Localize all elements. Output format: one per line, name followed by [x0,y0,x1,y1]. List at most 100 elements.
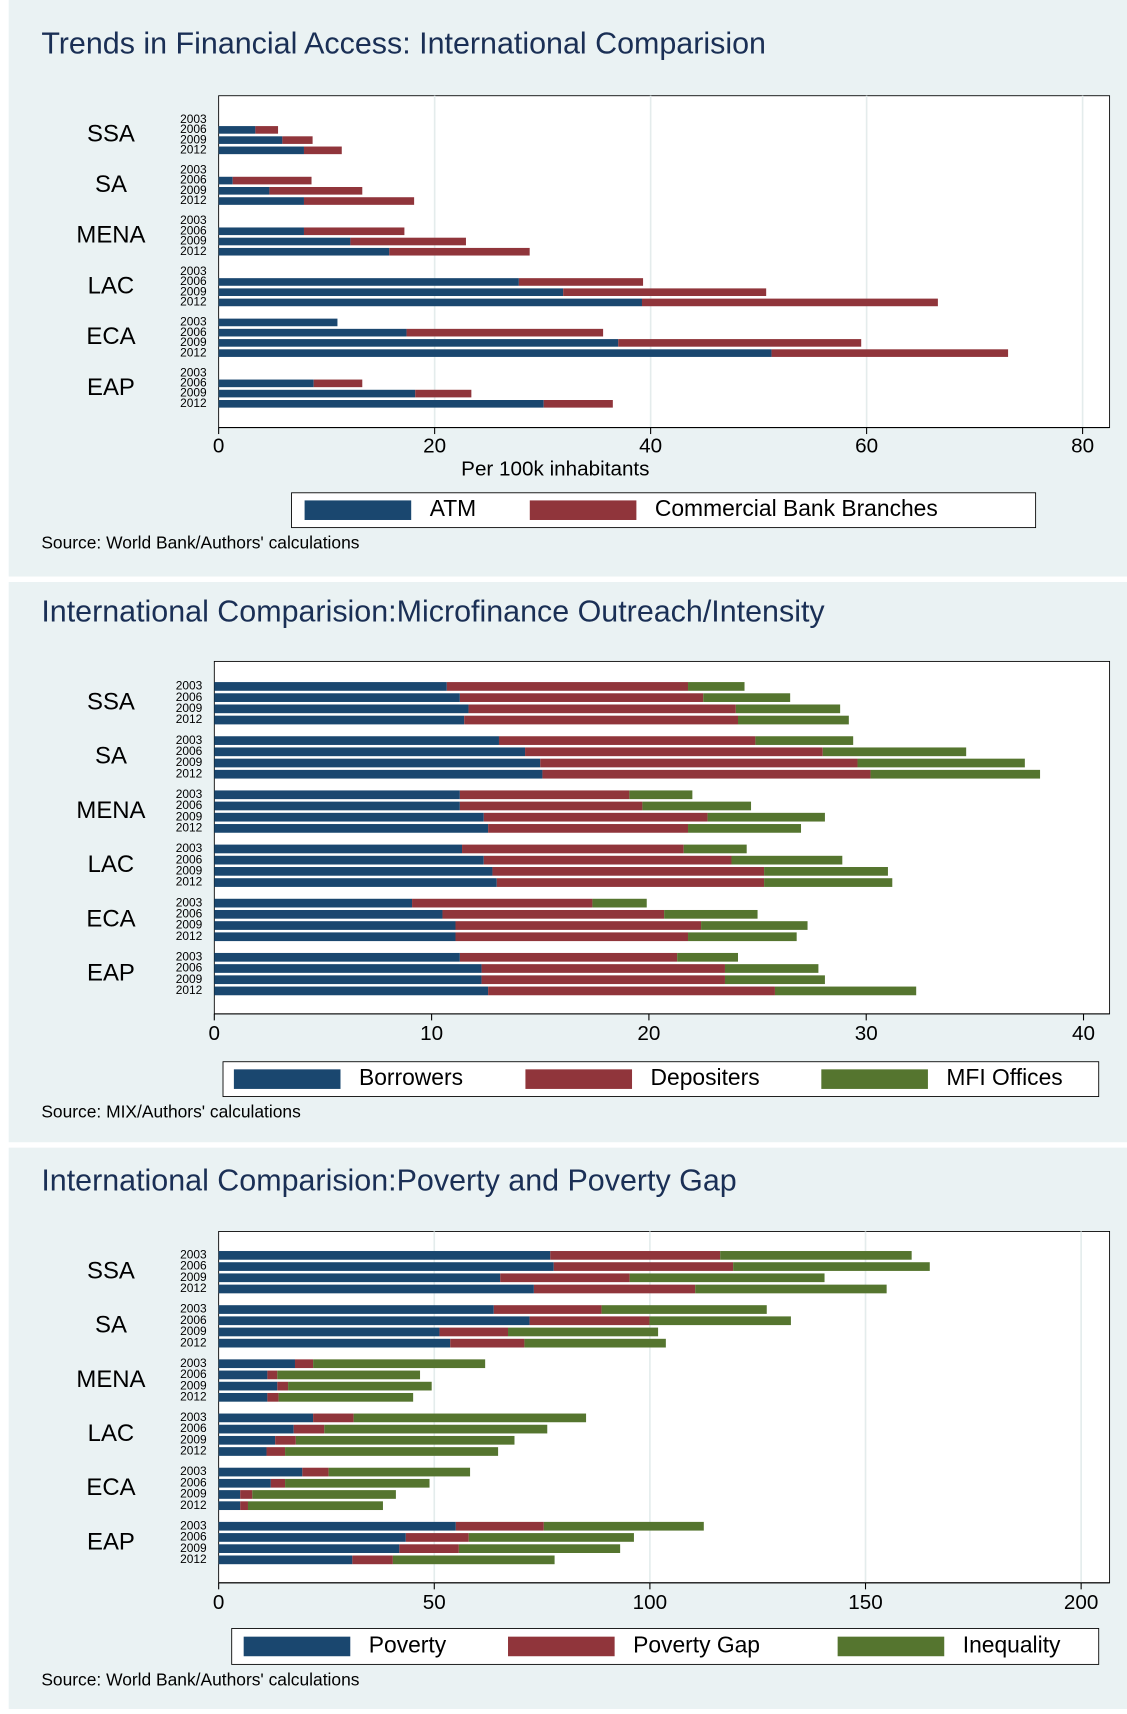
y-tick-label: 2012 [180,295,207,309]
bar-segment [493,1305,602,1314]
bar-segment [218,328,407,337]
legend-label: MFI Offices [946,1064,1062,1090]
bar-segment [267,1370,278,1380]
y-tick-label: 2003 [180,112,207,126]
bar-segment [492,867,765,876]
legend-swatch [821,1069,928,1089]
bar-segment [214,704,469,714]
y-tick-label: 2009 [180,1487,207,1501]
bar-segment [218,1359,295,1369]
bar-segment [695,1284,887,1294]
bar-segment [683,844,747,854]
bar-segment [218,1555,353,1565]
group-label: SSA [87,689,135,716]
bar-segment [214,824,489,833]
bar-segment [214,736,499,745]
chart-panel: Trends in Financial Access: Internationa… [8,0,1127,577]
bar-segment [218,389,416,398]
bar-segment [688,682,745,691]
bar-segment [324,1424,548,1434]
y-tick-label: 2006 [176,906,203,920]
x-tick-label: 100 [633,1591,667,1614]
bar-segment [313,1359,486,1369]
y-tick-label: 2009 [180,1378,207,1392]
bar-segment [459,790,630,800]
bar-segment [731,855,843,865]
bar-segment [277,1370,421,1380]
bar-segment [540,758,858,768]
group-label: ECA [86,323,135,350]
source-note: Source: World Bank/Authors' calculations [41,1669,359,1689]
y-tick-label: 2006 [180,274,207,288]
chart-title: Trends in Financial Access: Internationa… [41,27,766,61]
bar-segment [218,1435,276,1445]
bar-segment [328,1467,471,1477]
bar-segment [218,1381,278,1391]
legend-label: ATM [430,495,476,521]
bar-segment [218,288,564,297]
bar-segment [282,136,313,144]
bar-segment [688,824,802,833]
y-tick-label: 2006 [176,744,203,758]
y-tick-label: 2012 [176,875,203,889]
bar-segment [738,715,849,725]
bar-segment [764,878,893,887]
y-tick-label: 2012 [180,396,207,410]
legend-box [222,1061,1100,1097]
group-label: MENA [76,222,145,249]
bar-segment [518,278,644,286]
bar-segment [285,1478,430,1488]
bar-segment [618,339,862,347]
y-tick-label: 2003 [180,1302,207,1316]
bar-segment [459,952,678,962]
y-tick-label: 2003 [180,365,207,379]
bar-segment [218,1305,494,1314]
bar-segment [218,187,270,195]
bar-segment [218,318,338,327]
bar-segment [524,1338,666,1348]
y-tick-label: 2003 [176,841,203,855]
bar-segment [214,952,460,962]
bar-segment [459,801,643,811]
y-tick-label: 2009 [180,1541,207,1555]
x-axis-label: Per 100k inhabitants [461,457,649,480]
y-tick-label: 2006 [180,325,207,339]
bar-segment [218,349,772,357]
bar-segment [214,878,497,887]
y-tick-label: 2003 [180,1248,207,1262]
y-tick-label: 2012 [176,929,203,943]
bar-segment [214,801,460,811]
y-tick-label: 2003 [180,213,207,227]
bar-segment [543,400,613,408]
x-tick-label: 40 [639,435,662,458]
y-tick-label: 2012 [180,1552,207,1566]
bar-segment [664,909,758,919]
y-tick-label: 2009 [180,335,207,349]
bar-segment [542,769,871,779]
bar-segment [303,197,415,205]
bar-segment [275,1435,296,1445]
bar-segment [543,1521,704,1531]
group-label: SA [95,743,127,770]
bar-segment [214,964,482,973]
y-tick-label: 2003 [180,1518,207,1532]
bar-segment [218,247,390,256]
bar-segment [214,715,465,725]
x-tick-label: 60 [855,435,878,458]
bar-segment [771,349,1009,357]
y-tick-label: 2006 [180,223,207,237]
bar-segment [240,1490,253,1499]
bar-segment [439,1327,509,1337]
bar-segment [352,1555,393,1565]
y-tick-label: 2009 [180,1432,207,1446]
bar-segment [295,1435,515,1445]
y-tick-label: 2009 [180,386,207,400]
x-tick-label: 20 [637,1022,660,1045]
bar-segment [455,932,689,942]
y-tick-label: 2012 [180,193,207,207]
bar-segment [508,1327,659,1337]
group-label: LAC [88,851,135,878]
bar-segment [214,909,443,919]
bar-segment [629,1273,825,1283]
